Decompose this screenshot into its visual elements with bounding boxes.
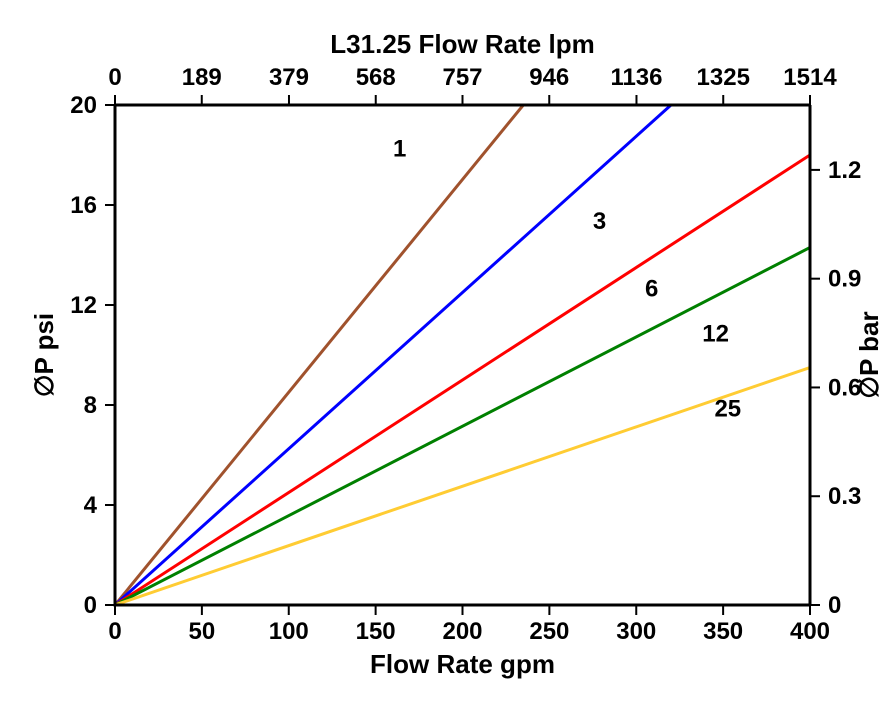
flow-rate-chart: 1361225050100150200250300350400Flow Rate… — [0, 0, 886, 702]
x-bottom-tick-label: 0 — [108, 618, 121, 645]
y-left-title: ∅P psi — [29, 313, 59, 397]
x-bottom-tick-label: 50 — [189, 618, 216, 645]
x-top-tick-label: 1514 — [783, 64, 837, 91]
y-left-tick-label: 4 — [84, 492, 98, 519]
x-bottom-tick-label: 100 — [269, 618, 309, 645]
x-bottom-tick-label: 400 — [790, 618, 830, 645]
x-bottom-tick-label: 150 — [356, 618, 396, 645]
series-label-12: 12 — [702, 320, 729, 347]
y-left-tick-label: 8 — [84, 392, 97, 419]
x-top-tick-label: 1325 — [697, 64, 750, 91]
x-top-tick-label: 0 — [108, 64, 121, 91]
x-bottom-tick-label: 350 — [703, 618, 743, 645]
chart-svg: 1361225050100150200250300350400Flow Rate… — [0, 0, 886, 702]
x-top-tick-label: 757 — [442, 64, 482, 91]
y-right-tick-label: 0 — [828, 592, 841, 619]
series-label-6: 6 — [645, 275, 658, 302]
x-bottom-tick-label: 300 — [616, 618, 656, 645]
y-right-tick-label: 0.9 — [828, 266, 861, 293]
y-left-tick-label: 16 — [70, 192, 97, 219]
y-left-tick-label: 12 — [70, 292, 97, 319]
x-top-title: L31.25 Flow Rate lpm — [330, 29, 594, 59]
x-top-tick-label: 379 — [269, 64, 309, 91]
x-top-tick-label: 1136 — [610, 64, 662, 91]
y-right-title: ∅P bar — [854, 311, 884, 398]
series-label-25: 25 — [714, 395, 741, 422]
x-top-tick-label: 946 — [529, 64, 569, 91]
x-top-tick-label: 568 — [356, 64, 396, 91]
series-label-1: 1 — [393, 135, 406, 162]
y-left-tick-label: 20 — [70, 92, 97, 119]
x-bottom-tick-label: 250 — [529, 618, 569, 645]
x-top-tick-label: 189 — [182, 64, 222, 91]
y-right-tick-label: 0.3 — [828, 483, 861, 510]
x-bottom-tick-label: 200 — [442, 618, 482, 645]
series-label-3: 3 — [593, 208, 606, 235]
y-left-tick-label: 0 — [84, 592, 97, 619]
x-bottom-title: Flow Rate gpm — [370, 649, 555, 679]
y-right-tick-label: 1.2 — [828, 157, 861, 184]
